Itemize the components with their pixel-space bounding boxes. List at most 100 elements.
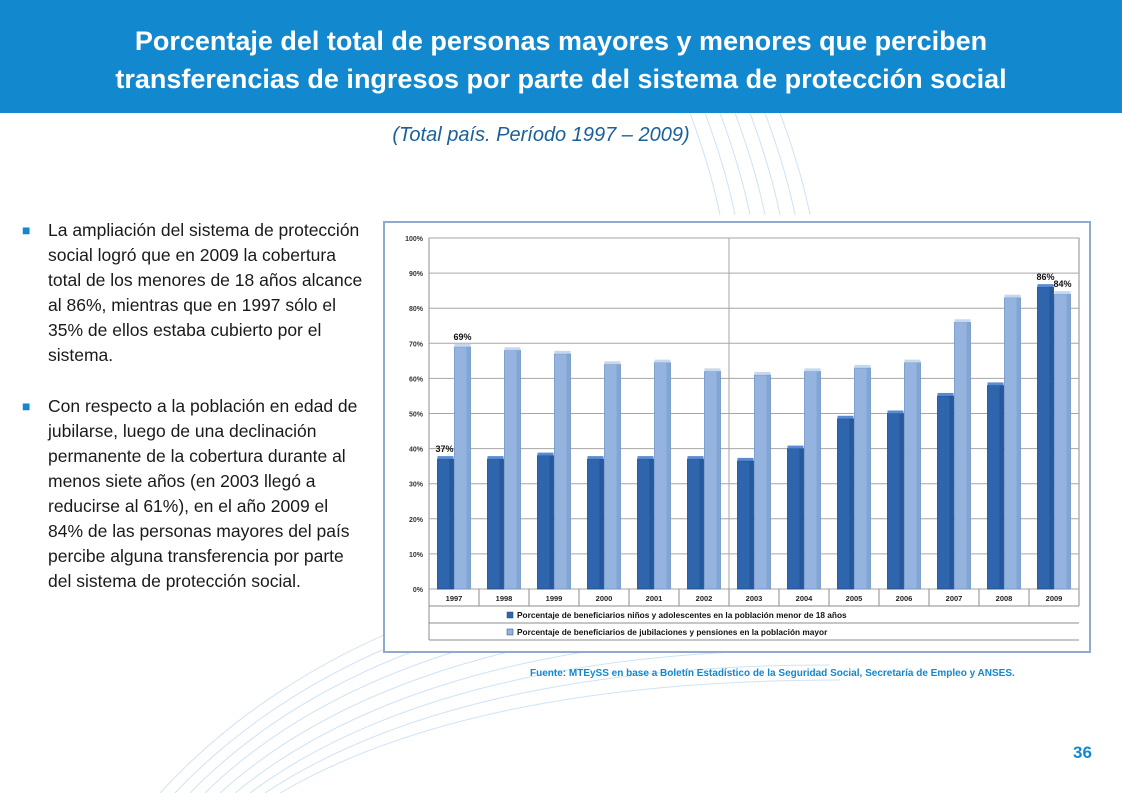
y-tick-label: 80% xyxy=(409,306,424,313)
bar-top-highlight xyxy=(854,364,871,368)
y-tick-label: 50% xyxy=(409,412,424,419)
bar-top-highlight xyxy=(587,456,604,460)
x-tick-label: 2001 xyxy=(646,594,663,603)
bar-top-highlight xyxy=(454,343,471,347)
bar-top-highlight xyxy=(937,392,954,396)
source-note: Fuente: MTEySS en base a Boletín Estadís… xyxy=(530,668,1015,679)
bar-side-shade xyxy=(949,395,954,589)
x-tick-label: 2007 xyxy=(946,594,963,603)
bar-top-highlight xyxy=(804,368,821,372)
page-number: 36 xyxy=(1073,743,1092,762)
bar-side-shade xyxy=(466,346,471,589)
bar-side-shade xyxy=(966,322,971,589)
bar-side-shade xyxy=(1016,297,1021,589)
y-tick-label: 10% xyxy=(409,552,424,559)
bar-top-highlight xyxy=(487,456,504,460)
bar-side-shade xyxy=(716,371,721,589)
bar xyxy=(737,460,754,590)
bar-side-shade xyxy=(499,459,504,589)
legend-label: Porcentaje de beneficiarios de jubilacio… xyxy=(517,627,828,637)
y-tick-label: 0% xyxy=(413,587,424,594)
square-bullet-icon: ■ xyxy=(22,398,31,414)
y-tick-label: 40% xyxy=(409,447,424,454)
bullet-item: ■ La ampliación del sistema de protecció… xyxy=(22,218,367,368)
x-tick-label: 2003 xyxy=(746,594,763,603)
header-bar: Porcentaje del total de personas mayores… xyxy=(0,0,1122,113)
bar-top-highlight xyxy=(554,350,571,354)
square-bullet-icon: ■ xyxy=(22,222,31,238)
bar-side-shade xyxy=(699,459,704,589)
bar-top-highlight xyxy=(737,457,754,461)
bar-top-highlight xyxy=(537,452,554,456)
legend-label: Porcentaje de beneficiarios niños y adol… xyxy=(517,610,847,620)
bar-top-highlight xyxy=(1037,284,1054,288)
bar-top-highlight xyxy=(987,382,1004,386)
bar xyxy=(504,349,521,590)
bar-side-shade xyxy=(916,362,921,589)
bar-top-highlight xyxy=(437,456,454,460)
data-label: 86% xyxy=(1036,272,1054,282)
x-tick-label: 2002 xyxy=(696,594,713,603)
bullet-text: Con respecto a la población en edad de j… xyxy=(48,396,358,591)
bar-top-highlight xyxy=(954,319,971,323)
bar xyxy=(754,374,771,590)
y-tick-label: 30% xyxy=(409,482,424,489)
x-tick-label: 1999 xyxy=(546,594,563,603)
bar-top-highlight xyxy=(754,371,771,375)
bar-side-shade xyxy=(749,460,754,589)
x-tick-label: 2008 xyxy=(996,594,1013,603)
bar xyxy=(937,395,954,590)
bar-top-highlight xyxy=(654,359,671,363)
page-title: Porcentaje del total de personas mayores… xyxy=(0,22,1122,98)
bar-side-shade xyxy=(849,418,854,589)
bullet-item: ■ Con respecto a la población en edad de… xyxy=(22,394,367,594)
data-label: 84% xyxy=(1053,279,1071,289)
bar-top-highlight xyxy=(1004,294,1021,298)
page-subtitle: (Total país. Período 1997 – 2009) xyxy=(392,124,690,146)
y-tick-label: 90% xyxy=(409,271,424,278)
bar-top-highlight xyxy=(504,347,521,351)
bar-top-highlight xyxy=(604,361,621,365)
y-tick-label: 20% xyxy=(409,517,424,524)
bar-side-shade xyxy=(816,371,821,589)
y-tick-label: 100% xyxy=(405,236,424,243)
title-line-1: Porcentaje del total de personas mayores… xyxy=(134,26,988,56)
x-tick-label: 1997 xyxy=(446,594,463,603)
x-tick-label: 2009 xyxy=(1046,594,1063,603)
bar-top-highlight xyxy=(837,415,854,419)
bar-side-shade xyxy=(999,385,1004,589)
x-tick-label: 2000 xyxy=(596,594,613,603)
bar xyxy=(837,418,854,590)
data-label: 37% xyxy=(436,444,454,454)
bullet-list: ■ La ampliación del sistema de protecció… xyxy=(22,218,367,620)
bar-chart: 0% 10% 20% 30% 40% 50% 60% 70% 80% 90% 100% 37% 69% 8… xyxy=(405,236,1080,641)
bar-side-shade xyxy=(599,459,604,589)
bar-side-shade xyxy=(799,448,804,589)
legend-swatch xyxy=(506,628,514,636)
bar-side-shade xyxy=(449,459,454,589)
x-tick-label: 2004 xyxy=(796,594,814,603)
bar xyxy=(554,353,571,590)
bar-side-shade xyxy=(1049,287,1054,589)
bar-side-shade xyxy=(899,413,904,589)
x-tick-label: 2005 xyxy=(846,594,863,603)
bar-side-shade xyxy=(616,364,621,589)
data-label: 69% xyxy=(453,332,471,342)
chart-container: 0% 10% 20% 30% 40% 50% 60% 70% 80% 90% 100% 37% 69% 8… xyxy=(383,221,1091,653)
x-tick-label: 2006 xyxy=(896,594,913,603)
title-line-2: transferencias de ingresos por parte del… xyxy=(115,64,1007,94)
bar-side-shade xyxy=(649,459,654,589)
bar-side-shade xyxy=(566,353,571,589)
bar-top-highlight xyxy=(637,456,654,460)
bar-side-shade xyxy=(666,362,671,589)
y-tick-label: 60% xyxy=(409,376,424,383)
bar-top-highlight xyxy=(887,410,904,414)
y-tick-label: 70% xyxy=(409,341,424,348)
bar-top-highlight xyxy=(787,445,804,449)
bar-top-highlight xyxy=(904,359,921,363)
x-tick-label: 1998 xyxy=(496,594,513,603)
bar-side-shade xyxy=(1066,294,1071,589)
bar-top-highlight xyxy=(704,368,721,372)
bar-top-highlight xyxy=(687,456,704,460)
bar-top-highlight xyxy=(1054,291,1071,295)
